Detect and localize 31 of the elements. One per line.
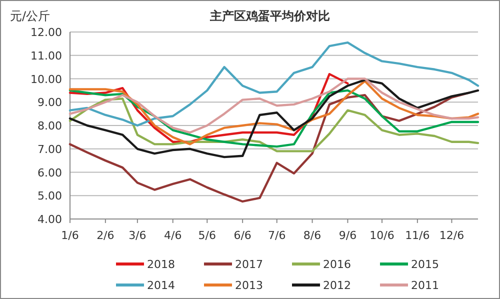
x-tick-label: 4/6 (164, 229, 182, 242)
y-tick-label: 7.00 (38, 142, 62, 156)
y-tick-label: 11.00 (30, 49, 62, 62)
y-tick-label: 4.00 (38, 213, 62, 226)
legend-label: 2014 (147, 279, 175, 292)
y-tick-label: 9.00 (38, 96, 62, 110)
legend-label: 2016 (323, 258, 351, 271)
x-tick-label: 5/6 (198, 229, 216, 242)
y-tick-label: 6.00 (38, 166, 62, 180)
y-tick-label: 10.00 (30, 72, 62, 86)
x-tick-label: 11/6 (405, 229, 430, 242)
x-tick-label: 3/6 (128, 229, 146, 242)
y-tick-label: 5.00 (38, 190, 62, 203)
legend-label: 2015 (411, 258, 439, 271)
legend-label: 2011 (411, 279, 439, 292)
x-tick-label: 1/6 (61, 229, 79, 242)
legend-label: 2018 (147, 258, 175, 271)
x-tick-label: 7/6 (268, 229, 286, 242)
x-tick-label: 6/6 (234, 229, 252, 242)
legend-label: 2012 (323, 279, 351, 292)
chart-title: 主产区鸡蛋平均价对比 (209, 9, 330, 23)
x-tick-label: 12/6 (439, 229, 464, 242)
x-tick-label: 9/6 (338, 229, 357, 242)
x-tick-label: 2/6 (96, 229, 114, 242)
y-axis-title: 元/公斤 (10, 9, 50, 23)
legend-label: 2013 (235, 279, 263, 292)
x-tick-label: 8/6 (303, 229, 322, 242)
y-tick-label: 8.00 (38, 120, 62, 132)
y-tick-label: 12.00 (30, 26, 62, 39)
legend-label: 2017 (235, 258, 263, 271)
x-tick-label: 10/6 (370, 229, 394, 242)
